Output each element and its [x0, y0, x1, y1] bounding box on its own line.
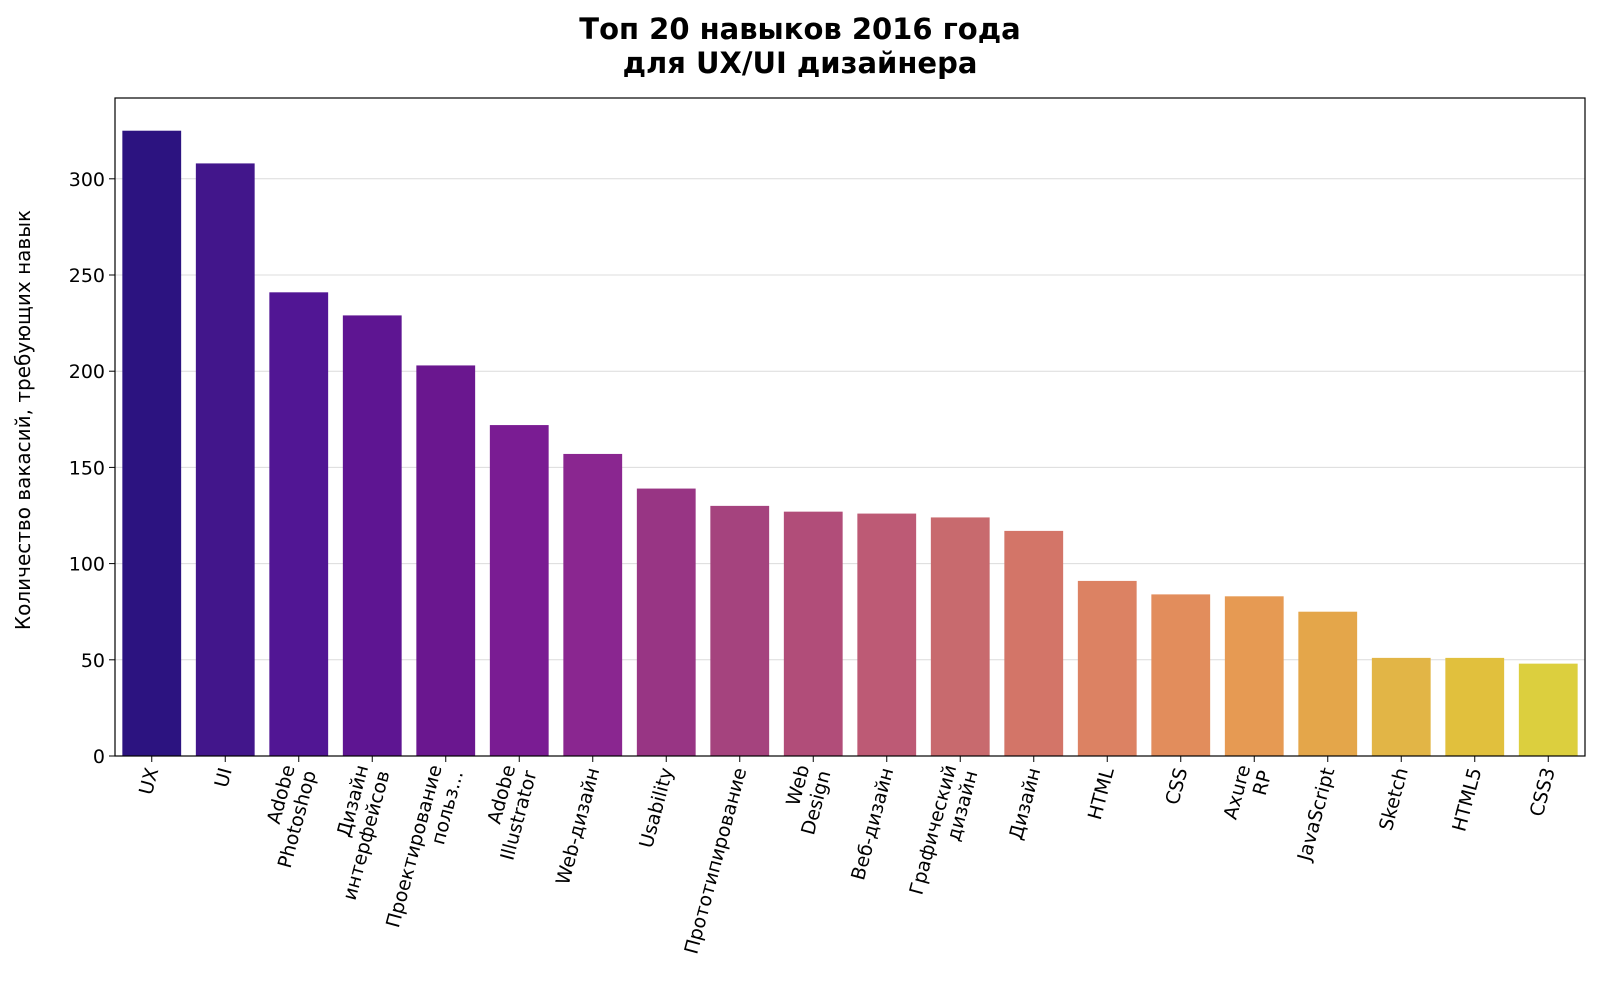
x-tick-label: JavaScript — [1293, 765, 1339, 864]
bar — [1151, 594, 1211, 756]
x-tick-label: AdobePhotoshop — [253, 763, 321, 871]
x-tick-label: Веб-дизайн — [847, 765, 898, 882]
bar — [783, 511, 843, 756]
chart-title-line-2: для UX/UI дизайнера — [622, 46, 978, 80]
chart-title: Топ 20 навыков 2016 года для UX/UI дизай… — [0, 12, 1600, 80]
bar — [269, 292, 329, 756]
x-tick-label: WebDesign — [776, 763, 835, 838]
y-tick-label: 300 — [69, 169, 105, 191]
chart-title-line-1: Топ 20 навыков 2016 года — [579, 12, 1021, 46]
gridlines — [115, 178, 1585, 661]
y-tick-label: 50 — [81, 650, 105, 672]
bar — [1004, 530, 1064, 756]
bars — [122, 130, 1578, 757]
y-tick-label: 0 — [93, 746, 105, 768]
bar — [1445, 657, 1505, 756]
bar — [563, 453, 623, 756]
x-tick-label: AdobeIllustrator — [475, 762, 541, 862]
y-axis-label: Количество вакасий, требующих навык — [11, 210, 35, 630]
bar — [489, 425, 549, 756]
bar — [930, 517, 990, 756]
y-tick-label: 100 — [69, 554, 105, 576]
plot-frame — [114, 97, 1586, 757]
x-tick-label: AxureRP — [1220, 763, 1277, 828]
x-tick-label: UI — [211, 765, 237, 790]
y-tick-label: 250 — [69, 265, 105, 287]
bar — [1371, 657, 1431, 756]
y-tick-label: 200 — [69, 361, 105, 383]
x-tick-label: Графическийдизайн — [905, 763, 982, 903]
bar — [857, 513, 917, 756]
x-tick-label: Прототипирование — [680, 765, 751, 956]
x-tick-label: Sketch — [1375, 765, 1413, 833]
bar — [1518, 663, 1578, 756]
x-tick-label: CSS3 — [1526, 765, 1560, 818]
bar — [710, 505, 770, 756]
bar — [342, 315, 402, 756]
bar — [122, 130, 182, 757]
x-tick-label: HTML — [1084, 765, 1119, 822]
bar — [1077, 580, 1137, 756]
bar — [1298, 611, 1358, 756]
x-tick-label: Web-дизайн — [552, 765, 604, 887]
bar — [1224, 596, 1284, 756]
x-tick-label: UX — [135, 765, 163, 797]
bar — [416, 365, 476, 756]
y-axis: 0 50 100 150 200 250 300 — [69, 169, 115, 768]
x-tick-label: Usability — [635, 765, 677, 850]
bar — [195, 163, 255, 756]
x-tick-label: HTML5 — [1448, 765, 1486, 833]
x-tick-label: Дизайнинтерфейсов — [318, 763, 395, 903]
y-tick-label: 150 — [69, 457, 105, 479]
x-tick-label: CSS — [1161, 765, 1192, 807]
x-axis: UX UI AdobePhotoshop ДизайнинтерфейсовПроек… — [135, 756, 1560, 956]
x-tick-label: Дизайн — [1005, 765, 1045, 842]
bar — [636, 488, 696, 756]
x-tick-label: Проектированиепольз... — [382, 763, 468, 936]
